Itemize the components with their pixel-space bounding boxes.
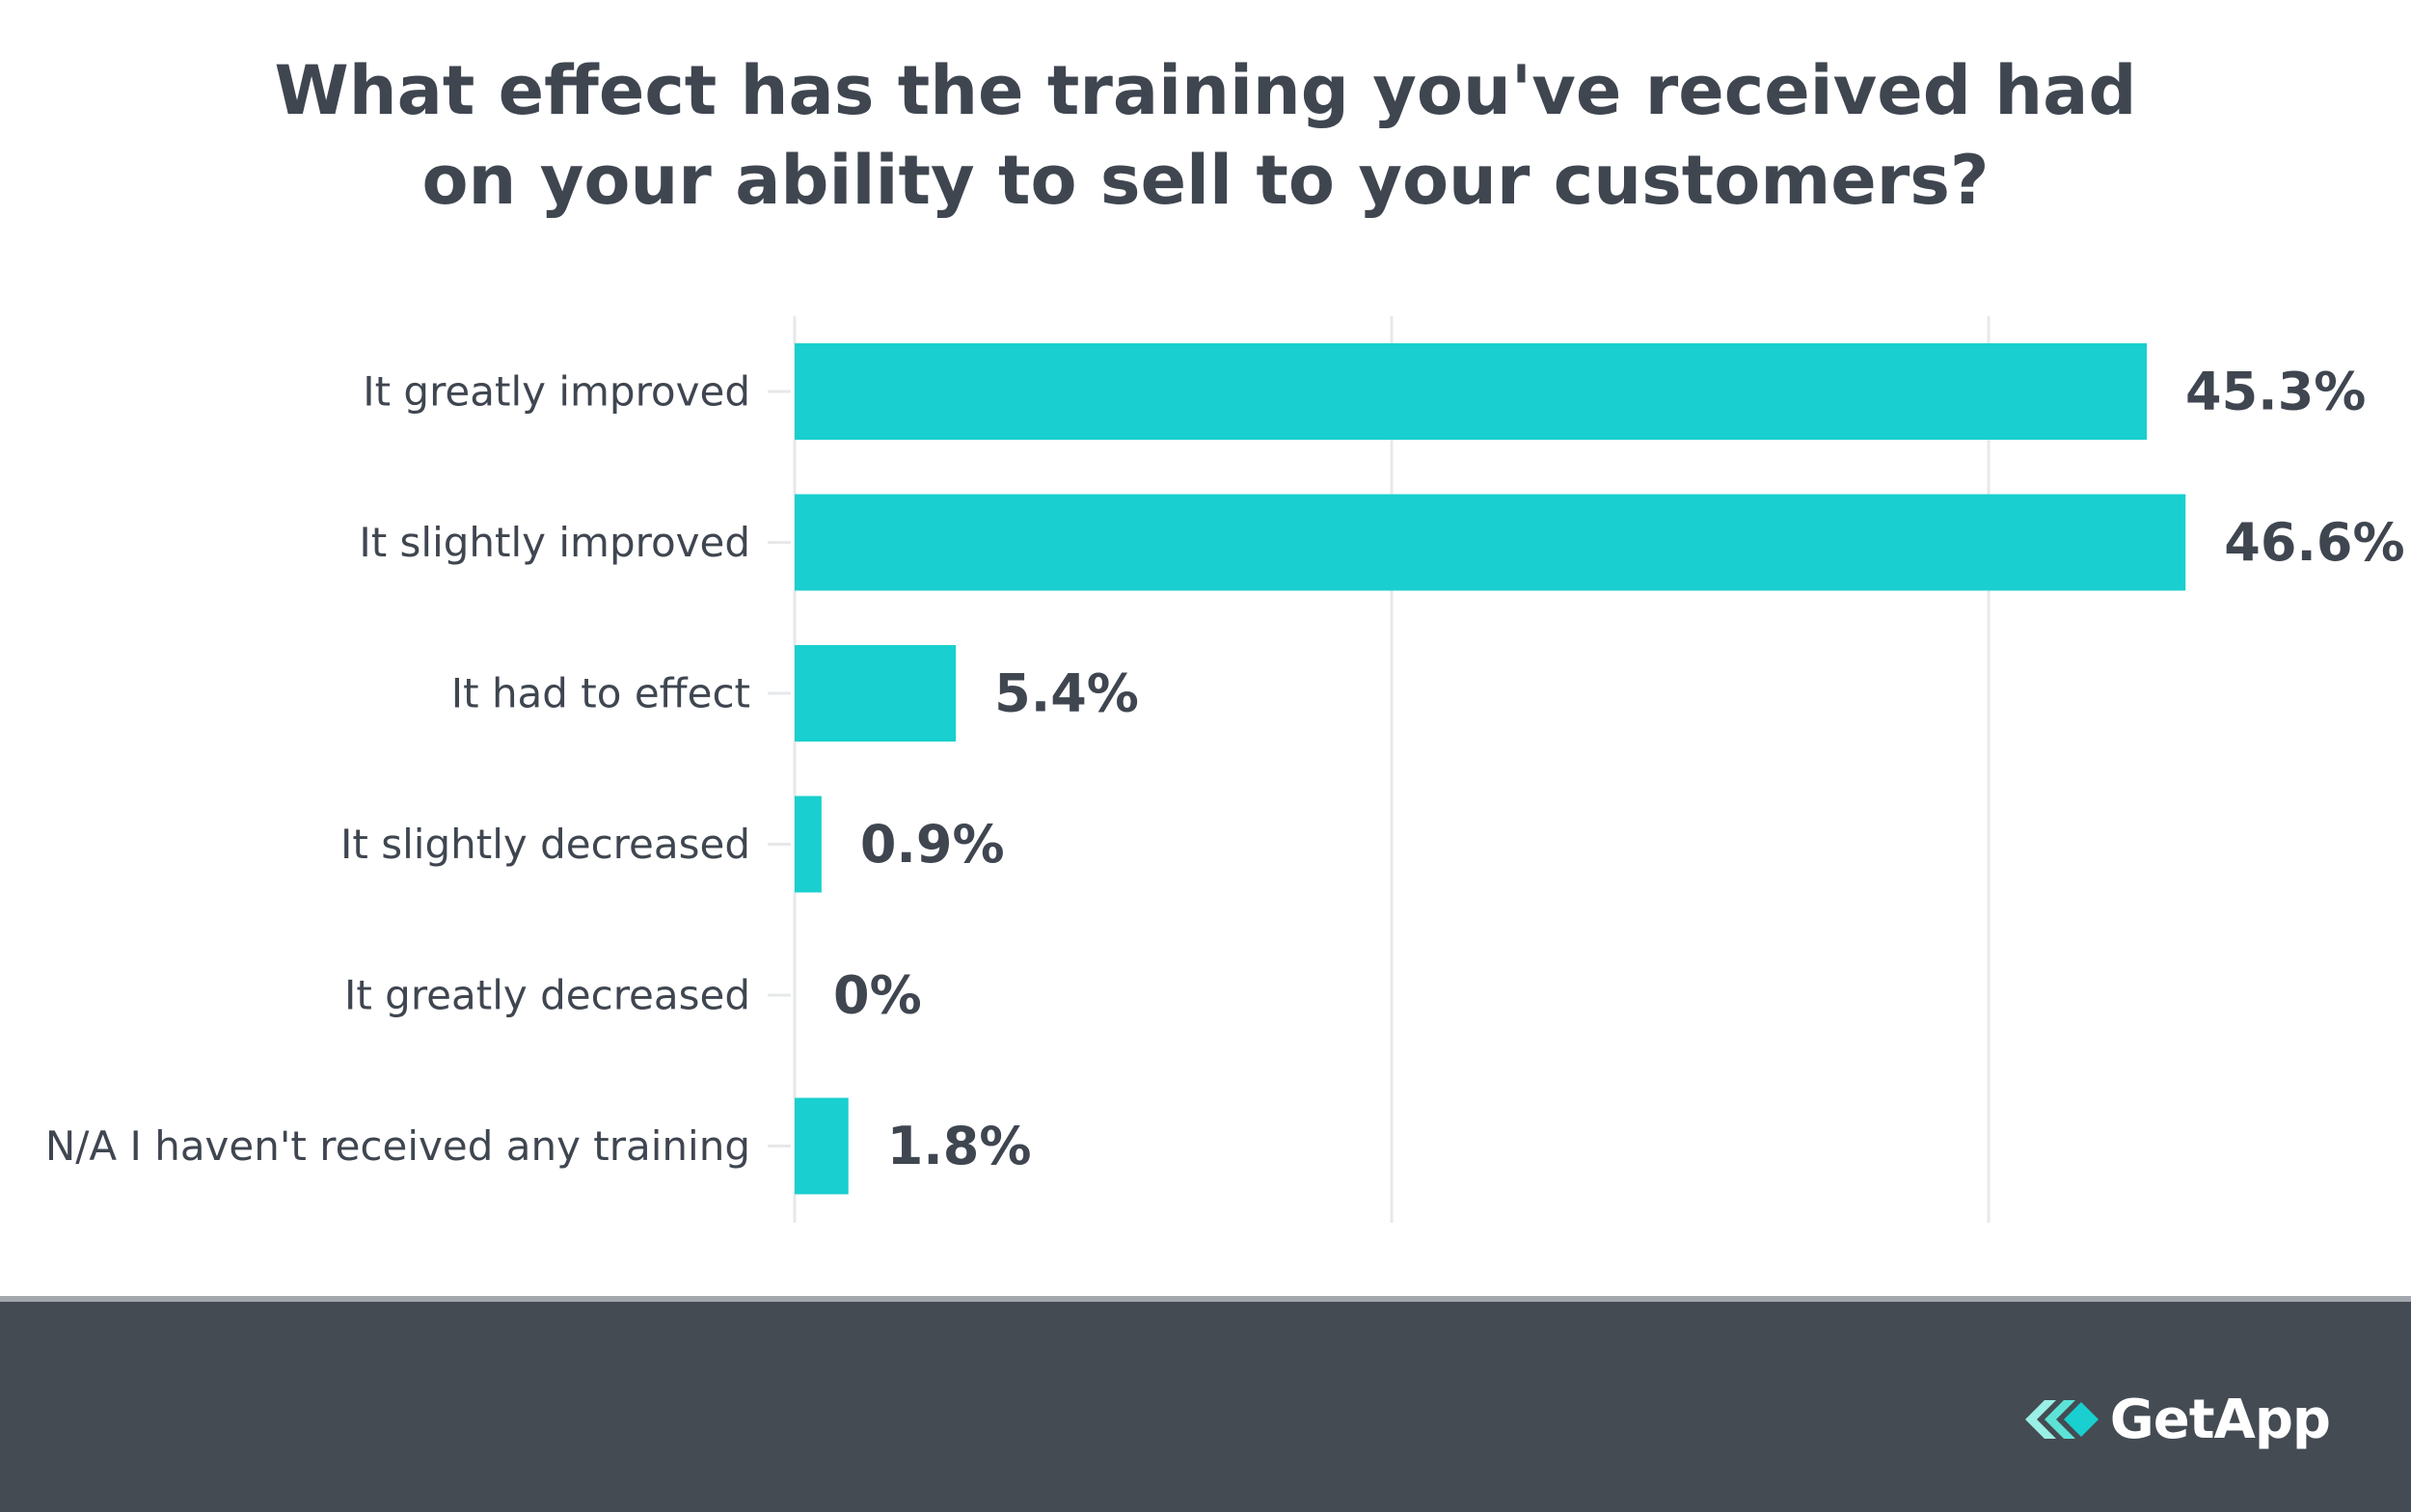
bar-3 [795, 796, 822, 893]
chart-title-line-2: on your ability to sell to your customer… [421, 141, 1990, 220]
chart-title: What effect has the training you've rece… [0, 46, 2411, 226]
footer-bar: GetApp [0, 1296, 2411, 1512]
getapp-logo: GetApp [2024, 1381, 2331, 1458]
value-label-1: 46.6% [2224, 512, 2404, 573]
bar-0 [795, 343, 2148, 440]
category-label-1: It slightly improved [359, 519, 750, 566]
value-label-5: 1.8% [887, 1116, 1032, 1176]
value-label-4: 0% [833, 965, 922, 1026]
category-label-5: N/A I haven't received any training [45, 1122, 750, 1170]
value-label-0: 45.3% [2185, 362, 2366, 422]
category-label-3: It slightly decreased [340, 821, 750, 868]
bar-chart: It greatly improved 45.3% It slightly impr… [45, 316, 2405, 1223]
getapp-logo-text: GetApp [2109, 1388, 2331, 1451]
chart-title-line-1: What effect has the training you've rece… [274, 51, 2137, 130]
getapp-chevrons-icon [2024, 1400, 2099, 1439]
category-label-2: It had to effect [451, 670, 750, 717]
bar-5 [795, 1097, 849, 1195]
category-label-4: It greatly decreased [344, 972, 750, 1019]
category-label-0: It greatly improved [363, 368, 750, 416]
bar-1 [795, 494, 2186, 591]
bar-2 [795, 645, 957, 742]
value-label-3: 0.9% [860, 814, 1005, 875]
value-label-2: 5.4% [994, 663, 1139, 724]
